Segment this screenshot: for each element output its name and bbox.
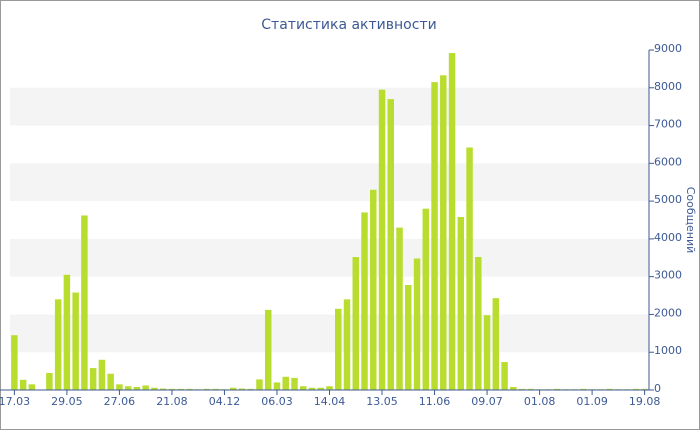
bar	[124, 386, 132, 390]
bar	[142, 385, 149, 390]
y-tick-label: 6000	[654, 155, 682, 168]
bar	[81, 215, 88, 390]
bar	[475, 257, 482, 390]
bar	[457, 216, 465, 390]
x-tick-label: 29.05	[51, 395, 83, 408]
bar	[387, 99, 395, 390]
x-tick-label: 09.07	[471, 395, 503, 408]
bar	[63, 274, 71, 390]
x-tick-label: 21.08	[156, 395, 188, 408]
y-tick-label: 7000	[654, 118, 682, 131]
x-tick-label: 04.12	[209, 395, 241, 408]
bar	[151, 387, 158, 390]
bar	[413, 258, 421, 390]
x-tick-label: 01.08	[524, 395, 556, 408]
y-tick-label: 2000	[654, 306, 682, 319]
bar	[483, 315, 491, 390]
x-tick-label: 27.06	[104, 395, 136, 408]
x-tick-label: 11.06	[419, 395, 451, 408]
bar	[335, 308, 342, 390]
x-tick-label: 13.05	[366, 395, 398, 408]
bar	[273, 382, 281, 390]
bar	[492, 298, 500, 390]
bar	[510, 386, 517, 390]
bar	[466, 147, 473, 390]
bar	[116, 384, 123, 390]
bar	[177, 388, 184, 390]
x-tick-label: 19.08	[629, 395, 661, 408]
grid-band	[10, 314, 649, 353]
bar	[54, 299, 62, 390]
y-axis-label: Сообщений	[684, 187, 697, 254]
bar	[159, 388, 167, 390]
bar	[352, 257, 359, 390]
y-tick-label: 5000	[654, 193, 682, 206]
bar	[405, 284, 412, 390]
bar	[370, 189, 377, 390]
bar	[378, 89, 386, 391]
x-tick-label: 14.04	[314, 395, 346, 408]
y-tick-label: 3000	[654, 269, 682, 282]
bar	[553, 388, 561, 390]
bar	[282, 376, 289, 390]
chart-title: Статистика активности	[261, 17, 436, 33]
bar	[107, 373, 114, 390]
bar	[247, 388, 254, 390]
bar	[632, 388, 640, 390]
y-tick-label: 9000	[654, 42, 682, 55]
bar	[308, 387, 316, 390]
x-tick-label: 17.03	[0, 395, 30, 408]
bar	[361, 212, 368, 390]
bar	[317, 387, 324, 390]
bar	[396, 227, 403, 390]
bar	[72, 292, 79, 390]
y-tick-label: 8000	[654, 80, 682, 93]
grid-band	[10, 238, 649, 277]
bar	[326, 386, 333, 390]
bar	[186, 388, 193, 390]
bar	[28, 384, 36, 390]
grid-band	[10, 163, 649, 202]
bar	[168, 388, 176, 390]
bar	[343, 299, 351, 390]
bar	[19, 379, 27, 390]
bar	[431, 82, 438, 390]
bar	[212, 388, 219, 390]
bar	[518, 388, 526, 390]
bar	[11, 335, 18, 390]
bar	[606, 388, 613, 390]
bar	[229, 387, 237, 390]
bar	[440, 75, 447, 391]
y-tick-label: 4000	[654, 231, 682, 244]
bar	[501, 362, 508, 390]
bar	[98, 359, 106, 390]
bar	[46, 373, 53, 390]
y-tick-label: 0	[654, 382, 661, 395]
bar	[448, 53, 456, 391]
x-tick-label: 06.03	[261, 395, 293, 408]
bar	[291, 377, 298, 390]
bar	[300, 386, 307, 390]
bar	[256, 379, 263, 390]
bar	[238, 388, 246, 390]
bar	[527, 388, 535, 390]
bar	[641, 388, 648, 390]
bar	[203, 388, 211, 390]
x-tick-label: 01.09	[576, 395, 608, 408]
grid-band	[10, 87, 649, 126]
y-tick-label: 1000	[654, 344, 682, 357]
bar	[580, 388, 587, 390]
bar	[133, 386, 141, 390]
bar	[422, 208, 430, 390]
bar	[89, 368, 97, 390]
bar	[264, 309, 272, 390]
